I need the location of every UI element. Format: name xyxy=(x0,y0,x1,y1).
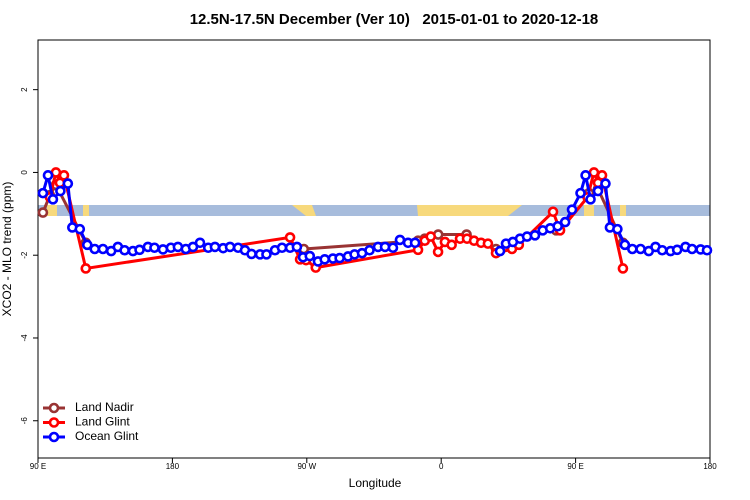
x-tick-label: 0 xyxy=(439,462,444,471)
x-tick-label: 90 E xyxy=(30,462,46,471)
data-point xyxy=(80,263,92,274)
data-point xyxy=(686,243,698,255)
legend-marker xyxy=(48,417,60,428)
data-point xyxy=(119,244,130,256)
y-tick-label: -6 xyxy=(20,417,29,425)
data-point xyxy=(364,244,375,256)
y-tick-label: -2 xyxy=(20,251,29,259)
land-patch xyxy=(620,205,626,216)
data-point xyxy=(580,170,591,181)
x-tick-label: 180 xyxy=(166,462,180,471)
data-point xyxy=(425,231,437,242)
data-point xyxy=(559,216,571,228)
data-point xyxy=(635,243,646,255)
data-point xyxy=(619,239,631,251)
data-point xyxy=(585,194,596,205)
data-point xyxy=(149,242,160,254)
data-point xyxy=(600,178,611,189)
data-point xyxy=(81,239,93,251)
data-point xyxy=(482,238,494,249)
data-point xyxy=(387,242,399,254)
data-point xyxy=(552,220,563,232)
data-point xyxy=(617,263,629,274)
data-point xyxy=(627,243,638,255)
legend-marker xyxy=(48,431,60,443)
land-patch xyxy=(83,205,89,216)
chart-title: 12.5N-17.5N December (Ver 10) 2015-01-01… xyxy=(190,11,599,28)
data-point xyxy=(58,170,70,181)
data-point xyxy=(37,207,49,218)
land-patch xyxy=(47,205,57,216)
y-tick-label: 2 xyxy=(20,87,29,92)
x-tick-label: 180 xyxy=(703,462,717,471)
data-point xyxy=(432,246,444,258)
data-point xyxy=(575,187,586,199)
land-ocean-strip xyxy=(38,205,710,216)
data-point xyxy=(446,239,457,251)
data-point xyxy=(97,243,109,255)
land-patch xyxy=(292,205,316,216)
data-point xyxy=(612,223,623,235)
data-point xyxy=(284,232,296,243)
data-point xyxy=(261,249,272,260)
data-point xyxy=(494,245,506,257)
data-point xyxy=(291,241,303,253)
legend-marker xyxy=(48,402,60,414)
ocean-strip xyxy=(38,205,710,216)
data-point xyxy=(334,252,345,264)
legend-label: Ocean Glint xyxy=(75,429,139,443)
x-tick-label: 90 W xyxy=(297,462,316,471)
y-axis-label: XCO2 - MLO trend (ppm) xyxy=(0,182,14,317)
data-point xyxy=(55,185,66,197)
data-point xyxy=(656,244,668,256)
data-point xyxy=(547,206,559,218)
data-point xyxy=(319,254,331,265)
data-point xyxy=(42,170,54,181)
data-point xyxy=(209,241,221,253)
data-point xyxy=(671,244,683,256)
x-tick-label: 90 E xyxy=(567,462,583,471)
y-tick-label: -4 xyxy=(20,334,29,342)
data-point xyxy=(134,244,145,256)
land-patch xyxy=(584,205,594,216)
data-point xyxy=(529,230,541,241)
data-point xyxy=(47,194,59,205)
land-patch xyxy=(417,205,522,216)
data-point xyxy=(194,237,206,249)
x-axis-label: Longitude xyxy=(349,476,402,490)
data-point xyxy=(89,243,101,255)
legend-label: Land Nadir xyxy=(75,400,134,414)
data-point xyxy=(74,223,86,235)
legend-label: Land Glint xyxy=(75,415,130,429)
data-point xyxy=(304,250,316,262)
data-point xyxy=(592,185,604,197)
data-point xyxy=(566,204,578,215)
data-point xyxy=(246,248,257,260)
y-tick-label: 0 xyxy=(20,170,29,175)
data-point xyxy=(596,170,608,181)
data-point xyxy=(62,178,74,189)
data-point xyxy=(409,237,421,249)
data-point xyxy=(37,187,49,199)
data-point xyxy=(701,244,713,256)
data-point xyxy=(224,241,236,253)
